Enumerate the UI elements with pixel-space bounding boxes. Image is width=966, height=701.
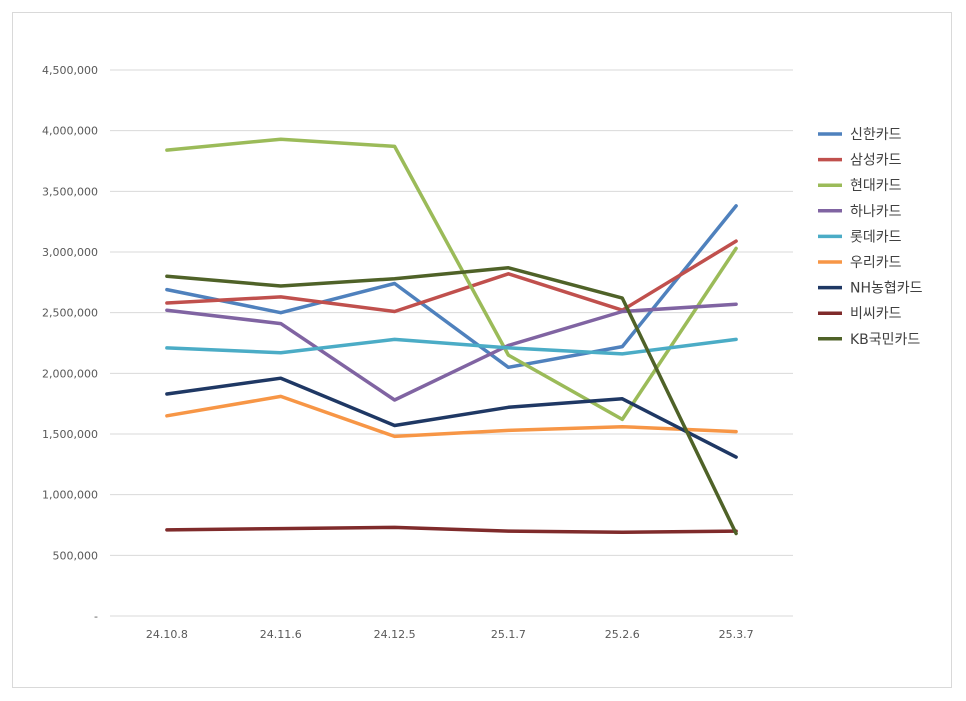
legend-label: 비씨카드: [850, 306, 902, 322]
series-lines: [165, 137, 738, 536]
y-tick-label: 500,000: [53, 549, 99, 562]
legend-item: 롯데카드: [818, 229, 902, 245]
series-line-4: [165, 337, 738, 356]
legend-label: 현대카드: [850, 178, 902, 194]
y-tick-label: 4,500,000: [42, 64, 98, 77]
legend-item: 현대카드: [818, 178, 902, 194]
legend-item: 우리카드: [818, 255, 902, 271]
legend-label: 우리카드: [850, 255, 902, 271]
y-tick-label: 2,500,000: [42, 307, 98, 320]
y-tick-label: 1,000,000: [42, 489, 98, 502]
y-tick-label: 2,000,000: [42, 367, 98, 380]
series-line-7: [165, 525, 738, 535]
x-tick-label: 24.10.8: [146, 628, 188, 641]
gridlines: [110, 69, 793, 617]
series-line-6: [165, 376, 738, 459]
legend-item: 신한카드: [818, 127, 902, 143]
legend-label: 롯데카드: [850, 229, 902, 245]
x-tick-label: 24.11.6: [260, 628, 302, 641]
legend-item: 비씨카드: [818, 306, 902, 322]
legend-label: 삼성카드: [850, 153, 902, 169]
x-axis: 24.10.8 24.11.6 24.12.5 25.1.7 25.2.6 25.3.7: [146, 628, 754, 641]
x-tick-label: 25.1.7: [491, 628, 526, 641]
series-line-5: [165, 394, 738, 439]
series-line-8: [165, 266, 738, 536]
y-axis: - 500,000 1,000,000 1,500,000 2,000,000 2,500…: [42, 64, 98, 623]
series-line-1: [165, 239, 738, 314]
legend-label: NH농협카드: [850, 281, 923, 297]
x-tick-label: 24.12.5: [374, 628, 416, 641]
legend-item: NH농협카드: [818, 281, 923, 297]
x-tick-label: 25.2.6: [605, 628, 640, 641]
series-line-3: [165, 302, 738, 402]
series-line-0: [165, 204, 738, 370]
y-tick-label: -: [94, 610, 98, 623]
y-tick-label: 4,000,000: [42, 125, 98, 138]
x-tick-label: 25.3.7: [719, 628, 754, 641]
legend-label: 신한카드: [850, 127, 902, 143]
y-tick-label: 3,500,000: [42, 185, 98, 198]
y-tick-label: 3,000,000: [42, 246, 98, 259]
legend-item: KB국민카드: [818, 332, 920, 348]
y-tick-label: 1,500,000: [42, 428, 98, 441]
series-line-2: [165, 137, 738, 422]
legend-label: 하나카드: [850, 204, 902, 220]
legend-item: 삼성카드: [818, 153, 902, 169]
legend-label: KB국민카드: [850, 332, 920, 348]
legend-item: 하나카드: [818, 204, 902, 220]
